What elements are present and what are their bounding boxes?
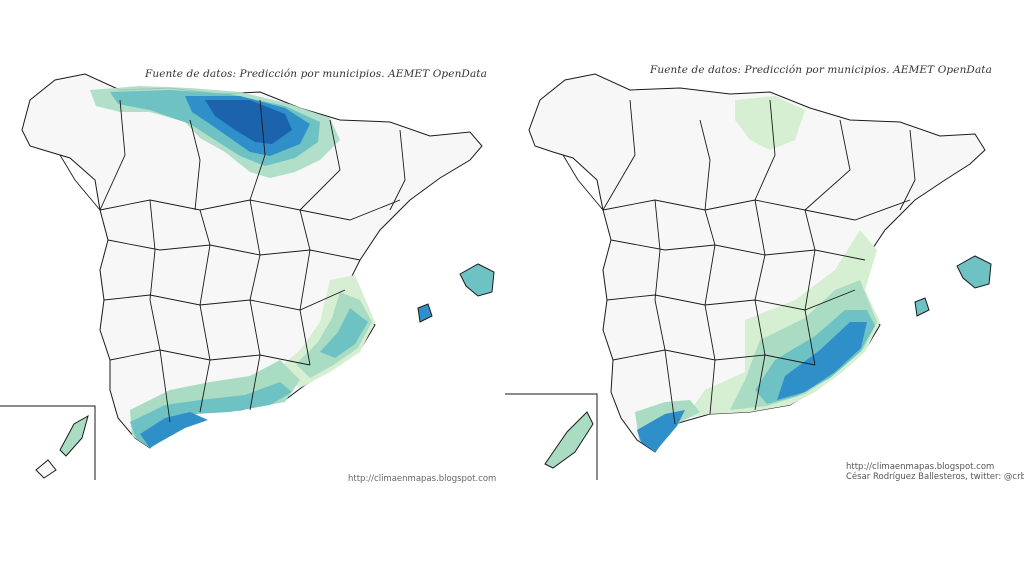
- blog-url-left: http://climaenmapas.blogspot.com: [348, 474, 497, 484]
- canary-inset-frame: [0, 405, 96, 480]
- precip-south-mid: [130, 382, 292, 448]
- island-fuerteventura: [544, 411, 594, 469]
- canary-inset-frame: [505, 393, 598, 480]
- data-source-right: Fuente de datos: Predicción por municipi…: [650, 64, 992, 76]
- province-borders: [59, 99, 406, 423]
- precip-se-dark: [777, 322, 867, 400]
- province-borders: [562, 99, 916, 425]
- precip-south-dark: [637, 410, 685, 452]
- map-left: [0, 60, 500, 480]
- island-mallorca: [459, 263, 495, 297]
- island-ibiza: [417, 303, 433, 323]
- island-fuerteventura: [59, 414, 89, 457]
- map-right-svg: [505, 73, 992, 480]
- precip-east-dark: [320, 308, 368, 358]
- precip-south-dark: [140, 412, 208, 448]
- blog-url-right: http://climaenmapas.blogspot.com: [846, 462, 995, 472]
- precip-north-light: [735, 96, 805, 150]
- island-gran-canaria: [35, 459, 57, 479]
- author-credit: César Rodríguez Ballesteros, twitter: @c…: [846, 472, 1024, 482]
- island-mallorca: [956, 255, 992, 289]
- precip-cantabrian-darkest: [205, 100, 292, 144]
- data-source-left: Fuente de datos: Predicción por municipi…: [145, 68, 487, 80]
- map-left-svg: [0, 73, 495, 480]
- map-right: [505, 60, 1024, 480]
- island-ibiza: [914, 297, 930, 317]
